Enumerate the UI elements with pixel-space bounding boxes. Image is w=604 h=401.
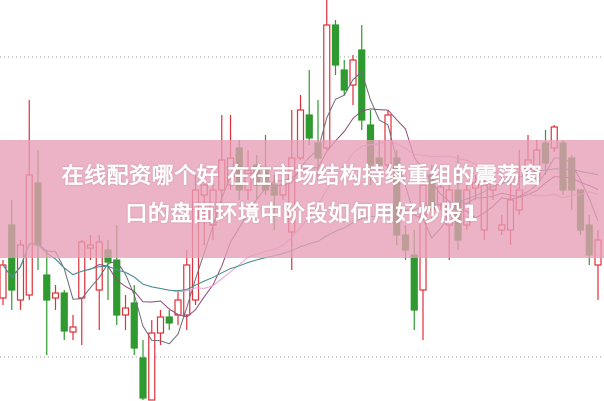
candle-16 xyxy=(139,340,147,400)
candle-body xyxy=(331,24,340,66)
candle-body xyxy=(51,292,60,299)
candle-17 xyxy=(148,320,156,401)
candle-body xyxy=(121,307,130,316)
candle-body xyxy=(165,316,173,324)
candle-38 xyxy=(331,20,340,75)
candle-body xyxy=(69,326,77,333)
candle-39 xyxy=(340,60,348,95)
candle-41 xyxy=(358,25,366,130)
candle-35 xyxy=(305,70,313,145)
candle-body xyxy=(410,254,418,311)
candle-body xyxy=(349,59,357,86)
candle-5 xyxy=(43,250,51,355)
candle-body xyxy=(148,332,156,401)
candle-19 xyxy=(165,310,173,330)
candle-body xyxy=(130,302,138,349)
candle-body xyxy=(43,274,51,301)
article-title: 在线配资哪个好 在在市场结构持续重组的震荡窗 口的盘面环境中阶段如何用好炒股1 xyxy=(0,158,604,234)
candle-body xyxy=(0,264,7,299)
title-line-2: 口的盘面环境中阶段如何用好炒股1 xyxy=(125,202,479,227)
candle-body xyxy=(323,24,331,149)
candle-7 xyxy=(60,290,68,340)
title-line-1: 在线配资哪个好 在在市场结构持续重组的震荡窗 xyxy=(61,164,543,189)
candle-6 xyxy=(51,285,60,310)
candle-8 xyxy=(69,315,77,340)
candle-body xyxy=(113,259,121,316)
candle-20 xyxy=(174,290,182,325)
candle-body xyxy=(340,69,348,91)
candle-body xyxy=(139,357,147,399)
candle-body xyxy=(358,49,366,121)
candle-0 xyxy=(0,260,7,305)
candle-body xyxy=(60,292,68,332)
candle-18 xyxy=(156,310,165,345)
title-banner xyxy=(0,140,604,258)
candle-body xyxy=(156,316,165,334)
candle-body xyxy=(305,114,313,139)
candle-14 xyxy=(121,295,130,330)
